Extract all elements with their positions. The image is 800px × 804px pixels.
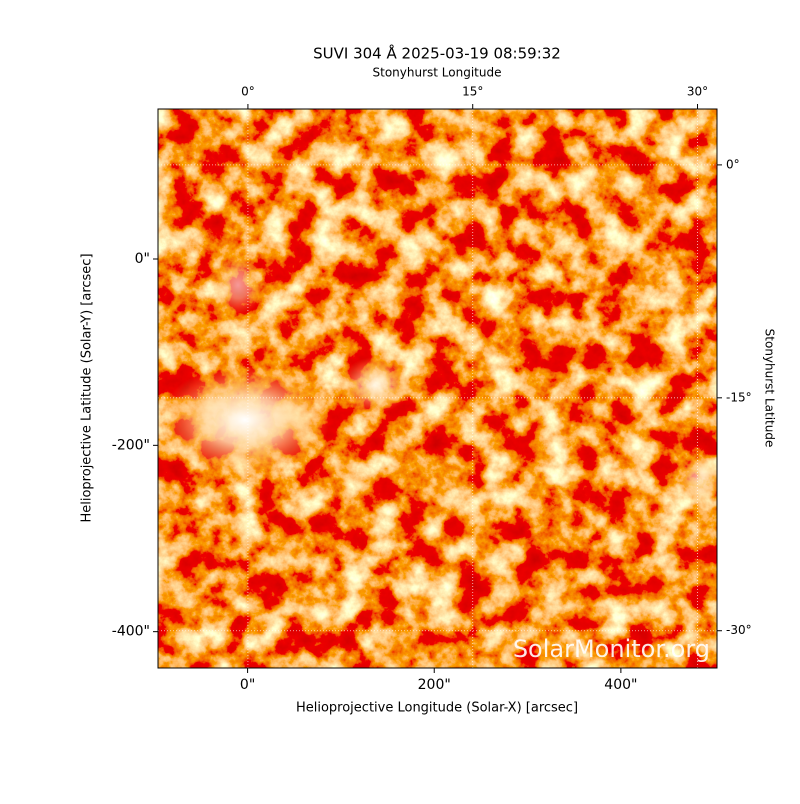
plot-frame	[157, 108, 718, 669]
x2-tick-label: 0°	[241, 85, 255, 99]
x2-axis-label: Stonyhurst Longitude	[373, 66, 502, 80]
y2-tick-label: -15°	[726, 390, 752, 404]
watermark: SolarMonitor.org	[513, 635, 710, 663]
y-tick-label: 0"	[135, 251, 150, 267]
y2-axis-label: Stonyhurst Latitude	[763, 329, 777, 448]
y2-tick-label: 0°	[726, 157, 740, 171]
y-axis-label: Helioprojective Latitude (Solar-Y) [arcs…	[80, 253, 95, 522]
y-tick-label: -200"	[112, 437, 150, 453]
y2-tick-label: -30°	[726, 623, 752, 637]
bright-region	[678, 455, 717, 505]
x-tick-label: 0"	[240, 677, 255, 693]
bright-region	[340, 357, 410, 413]
bright-region	[213, 255, 263, 315]
x-tick-label: 200"	[418, 677, 451, 693]
chart-title: SUVI 304 Å 2025-03-19 08:59:32	[313, 44, 561, 63]
bright-region	[160, 365, 330, 475]
solar-image	[158, 109, 717, 668]
x2-tick-label: 15°	[462, 85, 483, 99]
x-tick-label: 400"	[604, 677, 637, 693]
x2-tick-label: 30°	[687, 85, 708, 99]
y-tick-label: -400"	[112, 624, 150, 640]
x-axis-label: Helioprojective Longitude (Solar-X) [arc…	[296, 701, 578, 716]
